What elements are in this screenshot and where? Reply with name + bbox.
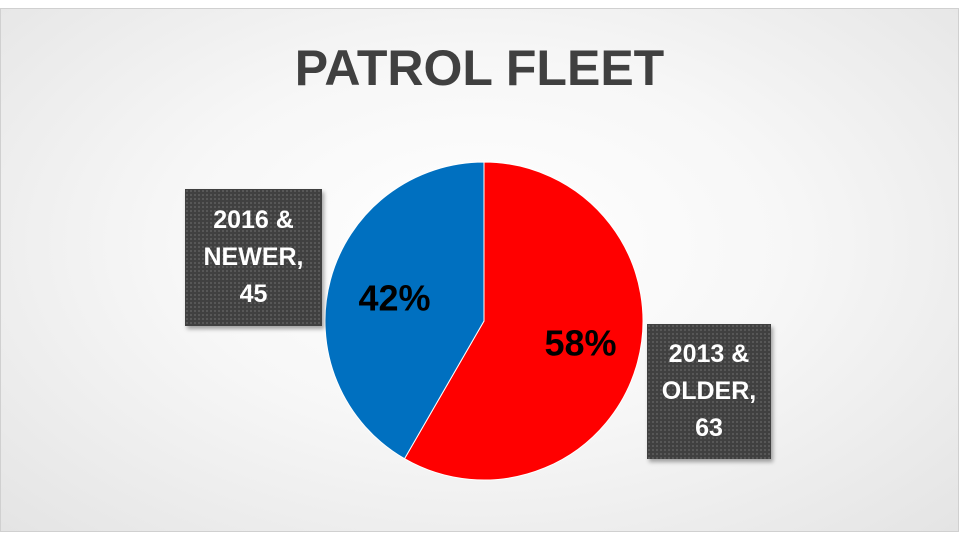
pie-slice-2016-newer: [324, 161, 485, 460]
pie-slice-2013-older: [403, 161, 644, 481]
callout-text-2016-newer: 2016 & NEWER, 45: [203, 206, 304, 308]
chart-frame: PATROL FLEET 58% 42% 2016 & NEWER, 45 20…: [0, 8, 959, 532]
callout-2016-newer: 2016 & NEWER, 45: [185, 189, 322, 326]
callout-text-2013-older: 2013 & OLDER, 63: [661, 340, 757, 442]
pie-chart: 58% 42%: [324, 161, 644, 481]
chart-title: PATROL FLEET: [294, 40, 665, 96]
callout-2013-older: 2013 & OLDER, 63: [647, 324, 771, 459]
slice-percent-label-2016-newer: 42%: [358, 277, 430, 318]
slice-percent-label-2013-older: 58%: [544, 323, 616, 364]
